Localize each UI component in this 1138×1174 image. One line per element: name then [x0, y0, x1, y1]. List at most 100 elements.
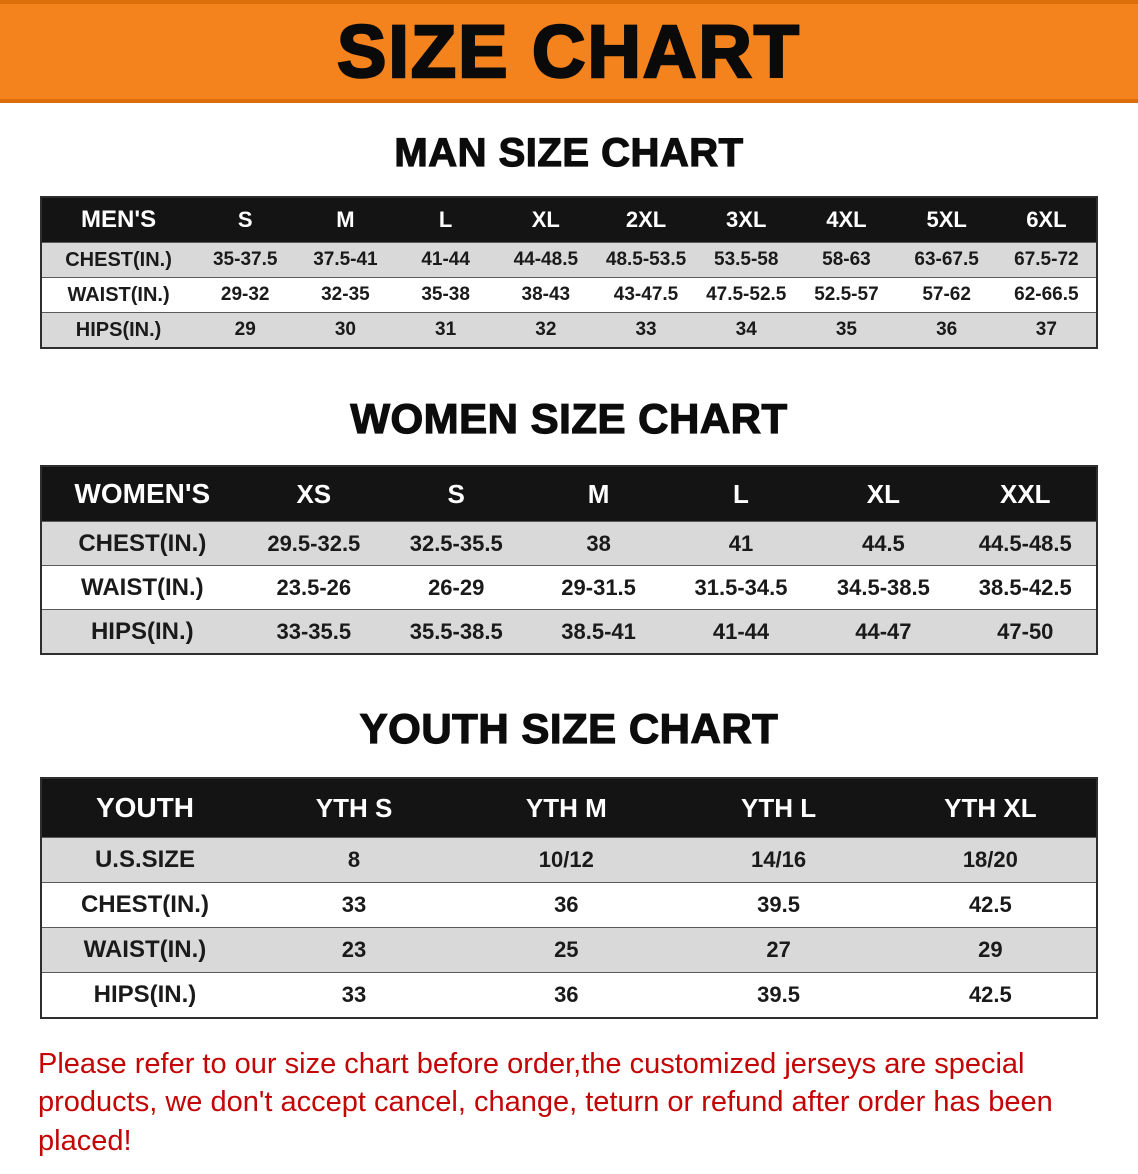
size-value-cell: 36: [554, 892, 579, 917]
size-value-cell: 39.5: [757, 982, 800, 1007]
size-value-cell: 41-44: [712, 618, 770, 644]
size-header-cell: YTH M: [460, 778, 673, 838]
measurement-row: WAIST(IN.) 29-32 32-35 35-38 38-43 43-47.5 47.…: [41, 277, 1097, 313]
size-value-cell: 41: [728, 530, 754, 556]
size-header-cell: XL: [495, 197, 596, 243]
size-value-cell: 44-48.5: [513, 249, 579, 270]
size-value-cell: 44-47: [855, 618, 912, 644]
size-header-cell: 5XL: [896, 197, 997, 243]
size-value-cell: 8: [347, 847, 361, 872]
measurement-row: CHEST(IN.) 33 36 39.5 42.5: [41, 882, 1097, 928]
size-header-cell: XL: [812, 466, 955, 522]
size-value-cell: 62-66.5: [1014, 284, 1079, 305]
size-value-cell: 34.5-38.5: [836, 574, 930, 600]
size-header-cell: YTH S: [247, 778, 461, 838]
size-value-cell: 10/12: [538, 847, 594, 872]
size-value-cell: 27: [766, 937, 791, 962]
size-value-cell: 52.5-57: [814, 284, 879, 305]
row-label-cell: U.S.SIZE: [94, 846, 195, 873]
size-value-cell: 35-38: [421, 284, 470, 305]
size-value-cell: 32: [535, 319, 557, 340]
size-value-cell: 29-32: [220, 284, 270, 305]
size-header-cell: 4XL: [796, 197, 897, 243]
disclaimer: Please refer to our size chart before or…: [38, 1045, 1100, 1160]
youth-size-section: YOUTH SIZE CHART YOUTH YTH S YTH M YTH L YTH…: [0, 704, 1138, 1019]
row-label-cell: HIPS(IN.): [75, 318, 162, 341]
measurement-row: WAIST(IN.) 23.5-26 26-29 29-31.5 31.5-34.5 34…: [41, 565, 1097, 610]
women-size-section: WOMEN SIZE CHART WOMEN'S XS S M L XL XXL CHEST(…: [0, 394, 1138, 655]
table-title-cell: YOUTH: [41, 778, 248, 838]
size-header-cell: YTH XL: [884, 778, 1097, 838]
women-section-heading: WOMEN SIZE CHART: [350, 394, 788, 442]
size-value-cell: 29: [234, 319, 256, 340]
size-value-cell: 48.5-53.5: [605, 249, 687, 270]
size-value-cell: 29.5-32.5: [267, 530, 361, 556]
size-value-cell: 33-35.5: [276, 618, 352, 644]
disclaimer-text: Please refer to our size chart before or…: [38, 1048, 1053, 1157]
size-value-cell: 36: [936, 319, 958, 340]
row-label-cell: CHEST(IN.): [65, 248, 172, 271]
table-header-row: WOMEN'S XS S M L XL XXL: [41, 466, 1097, 522]
row-label-cell: HIPS(IN.): [93, 981, 197, 1008]
size-value-cell: 35.5-38.5: [409, 618, 503, 644]
size-header-cell: XS: [242, 466, 386, 522]
size-value-cell: 33: [635, 319, 657, 340]
size-header-cell: S: [385, 466, 528, 522]
size-value-cell: 26-29: [428, 574, 485, 600]
size-header-cell: L: [395, 197, 496, 243]
size-value-cell: 34: [735, 319, 757, 340]
measurement-row: HIPS(IN.) 33 36 39.5 42.5: [41, 972, 1097, 1018]
size-value-cell: 14/16: [751, 847, 807, 872]
size-value-cell: 42.5: [968, 982, 1012, 1007]
size-header-cell: YTH L: [672, 778, 885, 838]
row-label-cell: WAIST(IN.): [67, 283, 170, 306]
size-value-cell: 47.5-52.5: [706, 284, 787, 305]
size-value-cell: 33: [341, 982, 367, 1007]
size-value-cell: 31.5-34.5: [694, 574, 788, 600]
size-value-cell: 30: [334, 319, 356, 340]
size-value-cell: 37.5-41: [313, 249, 378, 270]
size-value-cell: 38.5-42.5: [978, 574, 1072, 600]
size-value-cell: 57-62: [922, 284, 971, 305]
size-header-cell: S: [195, 197, 296, 243]
size-value-cell: 23: [341, 937, 367, 962]
table-header-row: MEN'S S M L XL 2XL 3XL 4XL 5XL 6XL: [41, 197, 1097, 243]
size-value-cell: 31: [435, 319, 457, 340]
size-value-cell: 58-63: [822, 249, 871, 270]
size-value-cell: 25: [554, 937, 579, 962]
measurement-row: HIPS(IN.) 33-35.5 35.5-38.5 38.5-41 41-44 44-…: [41, 609, 1097, 654]
title-banner: SIZE CHART: [0, 0, 1138, 103]
size-header-cell: XXL: [954, 466, 1097, 522]
size-value-cell: 23.5-26: [276, 574, 352, 600]
size-value-cell: 18/20: [962, 847, 1018, 872]
row-label-cell: WAIST(IN.): [83, 936, 207, 963]
measurement-row: CHEST(IN.) 35-37.5 37.5-41 41-44 44-48.5 48.5…: [41, 242, 1097, 278]
men-size-table: MEN'S S M L XL 2XL 3XL 4XL 5XL 6XL CHEST(IN.) 35-37…: [40, 196, 1098, 349]
size-header-cell: 3XL: [696, 197, 797, 243]
table-header-row: YOUTH YTH S YTH M YTH L YTH XL: [41, 778, 1097, 838]
size-value-cell: 35-37.5: [212, 249, 278, 270]
measurement-row: WAIST(IN.) 23 25 27 29: [41, 927, 1097, 973]
youth-section-heading: YOUTH SIZE CHART: [359, 704, 779, 752]
size-value-cell: 43-47.5: [613, 284, 679, 305]
row-label-cell: CHEST(IN.): [78, 529, 207, 557]
size-value-cell: 36: [554, 982, 579, 1007]
size-value-cell: 29-31.5: [561, 574, 636, 600]
measurement-row: HIPS(IN.) 29 30 31 32 33 34 35 36 37: [41, 312, 1097, 348]
size-header-cell: L: [669, 466, 813, 522]
size-value-cell: 38: [586, 530, 611, 556]
size-value-cell: 42.5: [968, 892, 1012, 917]
size-value-cell: 39.5: [757, 892, 800, 917]
page-title: SIZE CHART: [336, 9, 801, 95]
size-value-cell: 44.5: [861, 530, 905, 556]
size-value-cell: 44.5-48.5: [978, 530, 1072, 556]
size-value-cell: 33: [341, 892, 367, 917]
size-value-cell: 53.5-58: [714, 249, 779, 270]
size-value-cell: 38.5-41: [561, 618, 636, 644]
row-label-cell: HIPS(IN.): [90, 617, 194, 645]
youth-size-table: YOUTH YTH S YTH M YTH L YTH XL U.S.SIZE 8 10/12…: [40, 777, 1098, 1019]
women-size-table: WOMEN'S XS S M L XL XXL CHEST(IN.) 29.5-32.5 32.5…: [40, 465, 1098, 655]
size-header-cell: M: [295, 197, 396, 243]
size-header-cell: M: [527, 466, 670, 522]
